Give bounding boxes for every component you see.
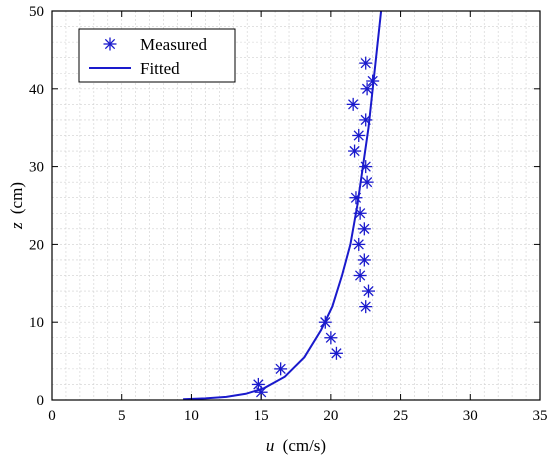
- legend-marker-measured: [103, 37, 117, 51]
- measured-point: [359, 300, 373, 314]
- fitted-curve-layer: [183, 10, 383, 401]
- y-tick-label: 50: [29, 4, 44, 20]
- plot-frame: [51, 10, 541, 401]
- y-tick-label: 20: [29, 237, 44, 253]
- y-axis-label: z (cm): [7, 182, 26, 230]
- measured-point: [353, 206, 367, 220]
- measured-markers-layer: [251, 56, 380, 399]
- measured-point: [352, 128, 366, 142]
- x-axis-label: u (cm/s): [266, 436, 326, 455]
- measured-point: [357, 253, 371, 267]
- measured-point: [251, 377, 265, 391]
- measured-point: [362, 284, 376, 298]
- tick-labels: 0 5 10 15 20 25 30 35 0 10 20 30 40 50: [29, 4, 548, 424]
- measured-point: [353, 269, 367, 283]
- measured-point: [360, 175, 374, 189]
- measured-point: [357, 222, 371, 236]
- y-tick-label: 30: [29, 160, 44, 176]
- legend-label-measured: Measured: [140, 35, 208, 54]
- measured-point: [359, 160, 373, 174]
- measured-point: [324, 331, 338, 345]
- measured-point: [359, 113, 373, 127]
- y-axis-variable: z: [7, 222, 26, 230]
- x-tick-label: 0: [48, 408, 56, 424]
- legend-label-fitted: Fitted: [140, 59, 180, 78]
- measured-point: [346, 97, 360, 111]
- x-tick-label: 20: [323, 408, 338, 424]
- y-tick-label: 0: [37, 393, 45, 409]
- y-tick-label: 10: [29, 315, 44, 331]
- y-tick-label: 40: [29, 82, 44, 98]
- x-tick-label: 5: [118, 408, 126, 424]
- x-tick-label: 10: [184, 408, 199, 424]
- fitted-curve: [183, 10, 383, 401]
- x-tick-label: 35: [533, 408, 548, 424]
- legend-asterisk: [103, 37, 117, 51]
- y-axis-unit: (cm): [7, 182, 26, 214]
- x-tick-label: 25: [393, 408, 408, 424]
- measured-point: [360, 82, 374, 96]
- measured-point: [349, 191, 363, 205]
- measured-point: [329, 346, 343, 360]
- x-tick-label: 15: [254, 408, 269, 424]
- legend-box: [78, 28, 236, 83]
- measured-point: [318, 315, 332, 329]
- legend: Measured Fitted: [78, 28, 236, 83]
- measured-point: [366, 74, 380, 88]
- x-tick-label: 30: [463, 408, 478, 424]
- measured-point: [352, 237, 366, 251]
- measured-point: [348, 144, 362, 158]
- x-axis-unit: (cm/s): [283, 436, 326, 455]
- x-axis-variable: u: [266, 436, 275, 455]
- ticks: [51, 10, 541, 401]
- measured-point: [359, 56, 373, 70]
- measured-point: [274, 362, 288, 376]
